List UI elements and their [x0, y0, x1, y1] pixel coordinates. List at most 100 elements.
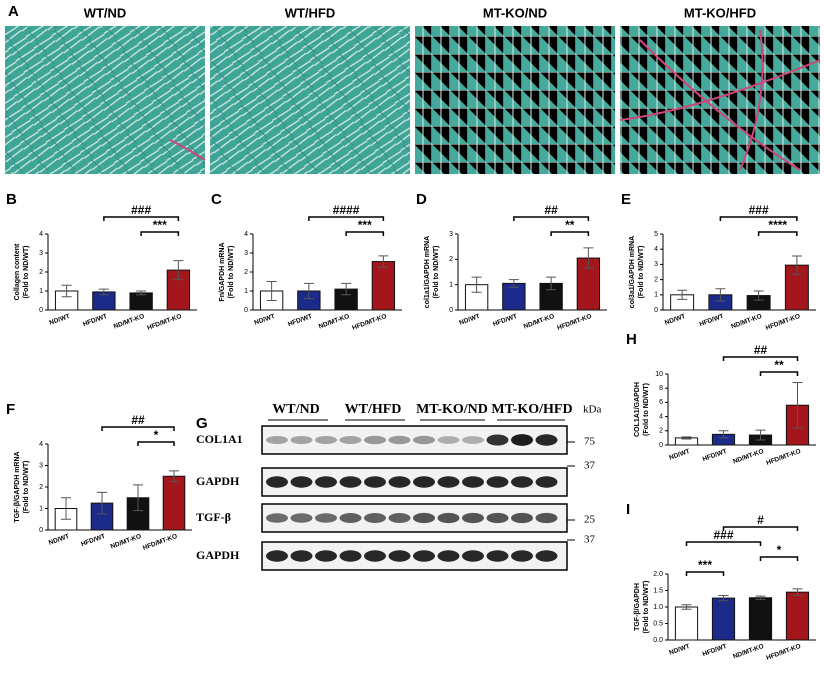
- y-tick-label: 1: [39, 288, 43, 295]
- band: [315, 550, 337, 562]
- band: [462, 550, 484, 562]
- x-tick-label: HFD/MT-KO: [142, 533, 178, 552]
- bar: [162, 475, 186, 531]
- x-tick-label: ND/WT: [458, 313, 480, 327]
- bar: [711, 597, 736, 641]
- band: [290, 550, 313, 562]
- band: [511, 476, 533, 488]
- error-bar: [133, 484, 143, 512]
- error-bar: [471, 276, 482, 293]
- significance-bracket: [103, 216, 180, 221]
- error-bar: [169, 470, 179, 483]
- y-tick-label: 3: [449, 231, 453, 238]
- x-tick-label: HFD/MT-KO: [765, 313, 801, 332]
- y-tick-label: 0: [39, 307, 43, 314]
- x-tick-label: HFD/WT: [80, 533, 106, 548]
- y-tick-label: 1: [39, 505, 43, 512]
- y-tick-label: 4: [39, 231, 43, 238]
- band: [437, 550, 460, 562]
- lane-group-label: WT/HFD: [345, 402, 402, 417]
- band: [511, 434, 533, 446]
- panel-label: F: [6, 401, 15, 418]
- y-tick-label: 2: [659, 428, 663, 435]
- error-bar: [583, 247, 594, 269]
- error-bar: [681, 436, 692, 440]
- histology-image: [415, 26, 615, 174]
- significance-label: *: [154, 428, 159, 442]
- histology-title: WT/ND: [84, 5, 127, 20]
- error-bar: [681, 604, 692, 610]
- y-tick-label: 3: [39, 250, 43, 257]
- error-bar: [718, 594, 729, 602]
- band: [266, 513, 288, 523]
- error-bar: [718, 430, 729, 439]
- y-tick-label: 1.5: [653, 587, 663, 594]
- y-axis-title: COL1A1/GAPDH: [634, 382, 641, 437]
- band: [388, 513, 411, 523]
- panel-label: G: [196, 415, 208, 432]
- y-tick-label: 2: [39, 269, 43, 276]
- y-axis-title: (Fold to ND/WT): [643, 581, 650, 634]
- y-tick-label: 3: [244, 250, 248, 257]
- error-bar: [753, 290, 764, 301]
- band: [266, 550, 288, 562]
- lane-group-label: WT/ND: [272, 402, 319, 417]
- marker-label: 75: [584, 436, 596, 448]
- marker-label: 25: [584, 514, 596, 526]
- band: [437, 476, 460, 488]
- marker-label: 37: [584, 534, 596, 546]
- y-tick-label: 6: [659, 399, 663, 406]
- band: [413, 476, 435, 488]
- band: [339, 513, 362, 523]
- y-tick-label: 5: [654, 231, 658, 238]
- band: [486, 550, 509, 562]
- error-bar: [755, 429, 766, 441]
- band: [486, 512, 509, 524]
- y-tick-label: 1.0: [653, 604, 663, 611]
- significance-label: ###: [131, 203, 151, 217]
- panel-label: H: [626, 331, 637, 348]
- lane-group-label: MT-KO/ND: [416, 402, 488, 417]
- band: [339, 435, 362, 445]
- y-tick-label: 8: [659, 385, 663, 392]
- significance-bracket: [685, 541, 762, 546]
- y-axis-title: Collagen content: [14, 243, 21, 300]
- x-tick-label: ND/WT: [253, 313, 275, 327]
- significance-label: **: [565, 218, 575, 232]
- band: [290, 513, 313, 523]
- error-bar: [792, 382, 803, 429]
- y-tick-label: 1: [244, 288, 248, 295]
- significance-label: #: [757, 513, 764, 527]
- bar: [674, 606, 699, 641]
- error-bar: [508, 279, 519, 288]
- x-tick-label: HFD/WT: [287, 313, 313, 328]
- band: [486, 434, 509, 446]
- significance-label: ###: [713, 528, 733, 542]
- x-tick-label: HFD/MT-KO: [351, 313, 387, 332]
- y-axis-title: col1a1/GAPDH mRNA: [424, 236, 431, 308]
- error-bar: [755, 595, 766, 600]
- y-tick-label: 2: [39, 484, 43, 491]
- error-bar: [173, 260, 184, 281]
- x-tick-label: ND/MT-KO: [732, 448, 765, 466]
- error-bar: [677, 289, 688, 300]
- band: [511, 512, 533, 524]
- bar: [748, 597, 773, 641]
- panel-label: E: [621, 191, 631, 208]
- bar: [785, 591, 810, 641]
- row-label: TGF-β: [196, 510, 231, 524]
- error-bar: [546, 276, 557, 291]
- x-tick-label: ND/WT: [668, 448, 690, 462]
- band: [266, 476, 288, 488]
- x-tick-label: HFD/WT: [82, 313, 108, 328]
- marker-label: 37: [584, 460, 596, 472]
- band: [535, 512, 558, 524]
- x-tick-label: ND/MT-KO: [318, 313, 351, 331]
- significance-bracket: [308, 216, 385, 221]
- x-tick-label: ND/MT-KO: [113, 313, 146, 331]
- y-tick-label: 0.0: [653, 637, 663, 644]
- significance-label: ###: [749, 203, 769, 217]
- band: [388, 476, 411, 488]
- x-tick-label: ND/MT-KO: [523, 313, 556, 331]
- row-label: GAPDH: [196, 548, 240, 562]
